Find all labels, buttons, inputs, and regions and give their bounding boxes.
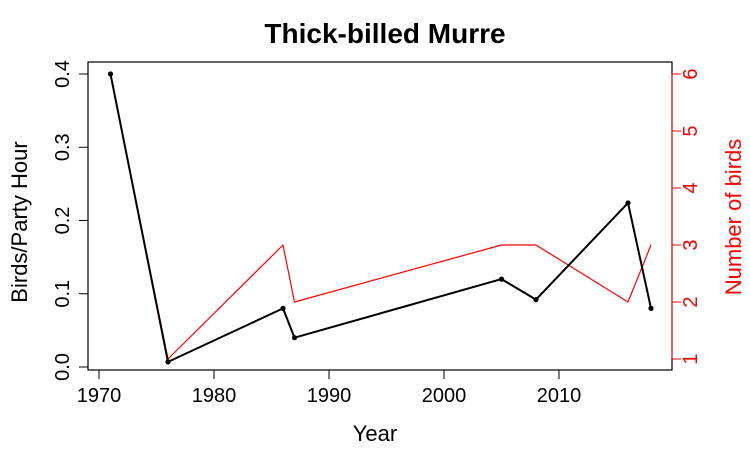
y-left-tick-label: 0.0 (52, 353, 74, 381)
data-point (625, 200, 631, 206)
series-line-right (109, 73, 652, 360)
y-right-tick-label: 1 (680, 353, 702, 364)
x-tick-label: 1980 (192, 385, 237, 407)
x-tick-label: 1970 (77, 385, 122, 407)
y-right-tick-label: 5 (680, 125, 702, 136)
y-axis-left: 0.0 0.1 0.2 0.3 0.4 (52, 60, 89, 381)
data-point (533, 297, 539, 303)
data-point (107, 71, 114, 77)
x-tick-label: 2000 (422, 385, 467, 407)
y-left-tick-label: 0.1 (52, 280, 74, 308)
y-right-tick-label: 2 (680, 296, 702, 307)
x-tick-label: 2010 (537, 385, 582, 407)
chart-title: Thick-billed Murre (264, 18, 505, 49)
y-left-tick-label: 0.4 (52, 60, 74, 88)
y-right-tick-label: 4 (680, 182, 702, 193)
y-left-tick-label: 0.3 (52, 133, 74, 161)
y-right-tick-label: 3 (680, 239, 702, 250)
y-axis-left-label: Birds/Party Hour (7, 141, 32, 302)
x-tick-label: 1990 (307, 385, 352, 407)
series-layer (107, 71, 654, 365)
x-axis: 1970 1980 1990 2000 2010 (77, 369, 582, 407)
y-axis-right-label: Number of birds (721, 139, 746, 296)
series-line-left (109, 73, 652, 363)
data-point (498, 276, 505, 282)
x-axis-label: Year (353, 421, 397, 446)
plot-frame (87, 61, 673, 371)
y-left-tick-label: 0.2 (52, 207, 74, 235)
y-right-tick-label: 6 (680, 68, 702, 79)
y-axis-right: 1 2 3 4 5 6 (671, 68, 702, 365)
data-point (648, 305, 654, 311)
data-point (280, 305, 286, 311)
data-point (291, 335, 298, 341)
data-point (165, 359, 171, 365)
